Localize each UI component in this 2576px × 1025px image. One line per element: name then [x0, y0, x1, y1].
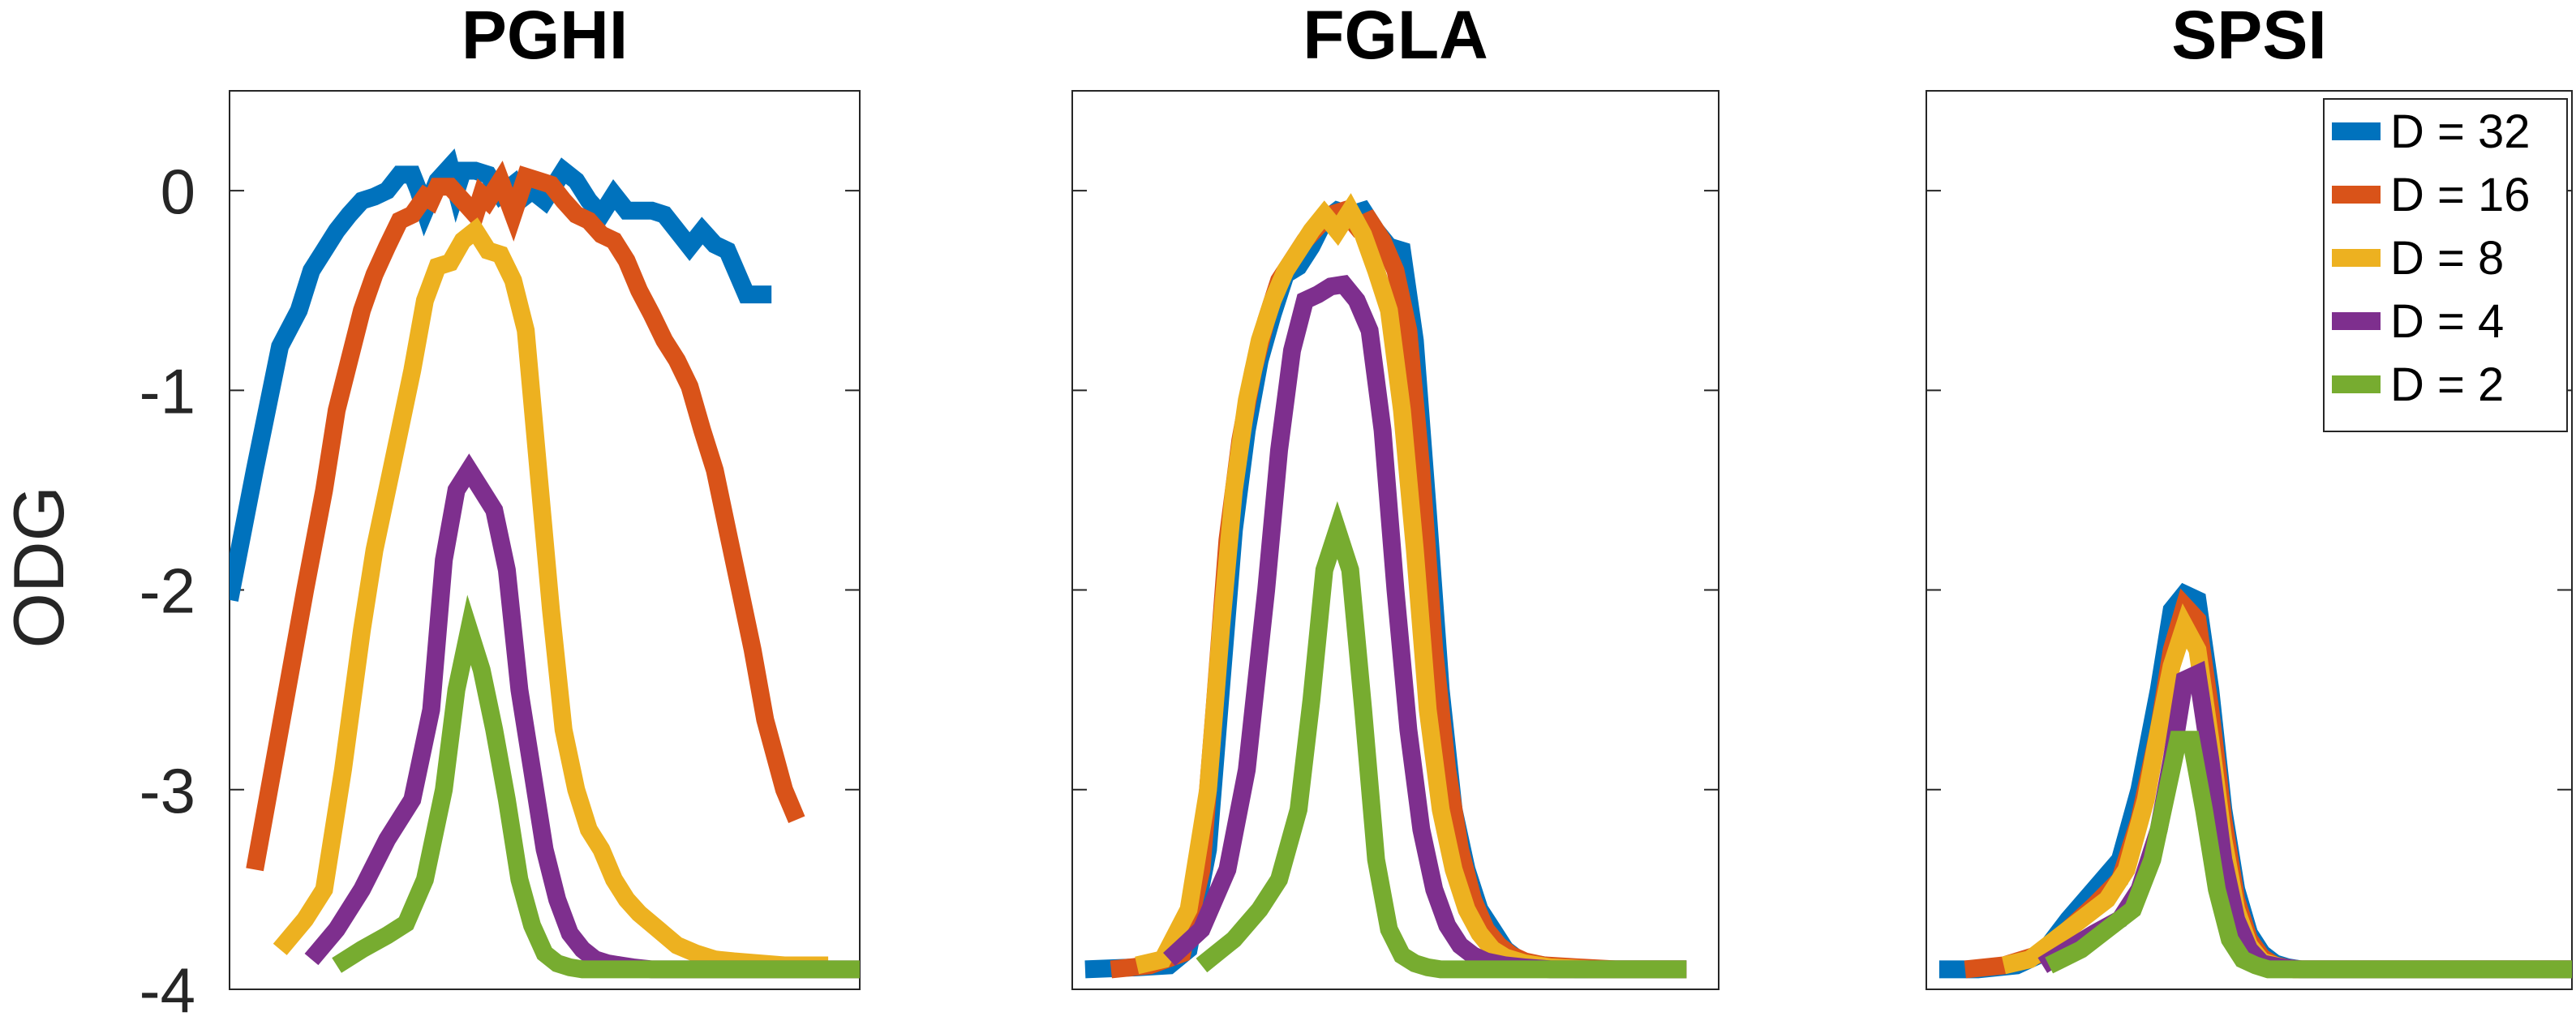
y-tick-label: -1 [140, 355, 195, 427]
panel-title: FGLA [1303, 0, 1488, 73]
series-group [1084, 193, 1687, 979]
legend-entry: D = 32 [2390, 105, 2531, 158]
legend-entry: D = 16 [2390, 169, 2531, 221]
series-d16 [1964, 588, 2572, 979]
legend-entry: D = 2 [2390, 358, 2504, 411]
series-d8 [2002, 603, 2572, 979]
y-tick-label: -4 [140, 954, 195, 1025]
y-tick-label: -2 [140, 555, 195, 627]
panel-spsi: SPSI D = 32 D = 16 D = 8 D = 4 D = 2 [1926, 0, 2573, 990]
series-d8 [273, 217, 829, 975]
panel-fgla: FGLA [1071, 0, 1719, 990]
panel-title: PGHI [462, 0, 628, 73]
legend-entry: D = 8 [2390, 232, 2504, 285]
series-d2 [332, 594, 860, 979]
y-tick-label: 0 [161, 156, 195, 227]
series-group [230, 148, 860, 979]
series-d32 [1938, 582, 2572, 979]
panel-pghi: PGHI -4 -3 -2 -1 0 ODG [0, 0, 861, 1025]
series-group [1938, 582, 2572, 979]
panel-title: SPSI [2171, 0, 2326, 73]
y-tick-label: -3 [140, 755, 195, 826]
series-d2 [1196, 501, 1687, 979]
series-d2 [2045, 731, 2572, 979]
series-d4 [304, 453, 860, 979]
y-axis-label: ODG [0, 486, 79, 648]
legend-entry: D = 4 [2390, 295, 2504, 348]
axes-box [1071, 90, 1719, 990]
legend: D = 32 D = 16 D = 8 D = 4 D = 2 [2323, 98, 2568, 432]
series-d16 [246, 161, 805, 872]
axes-box [229, 90, 861, 990]
axes-box [1926, 90, 2573, 990]
